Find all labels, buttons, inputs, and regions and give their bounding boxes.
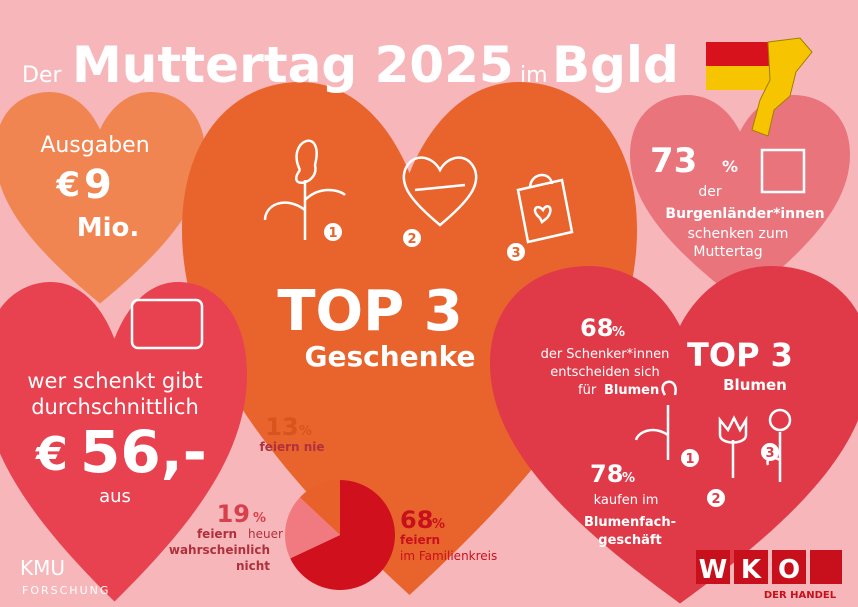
flowers-line: entscheiden sich bbox=[550, 365, 660, 380]
logo: DER HANDEL bbox=[764, 590, 837, 601]
top-gifts-subtitle: Geschenke bbox=[305, 340, 476, 373]
pie-unit: % bbox=[299, 424, 312, 439]
pie-value: 13 bbox=[265, 413, 298, 441]
pie-label: im Familienkreis bbox=[400, 549, 497, 563]
rank-badge bbox=[707, 489, 725, 507]
flowers-unit: % bbox=[612, 325, 625, 340]
average-line: wer schenkt gibt bbox=[27, 369, 202, 393]
rank-badge bbox=[324, 223, 342, 241]
logo-letter: O bbox=[778, 555, 800, 585]
gifting-line: Burgenländer*innen bbox=[665, 206, 824, 222]
average-suffix: aus bbox=[99, 486, 131, 507]
pie-value: 68 bbox=[400, 506, 433, 534]
logo-box bbox=[734, 550, 768, 584]
rank-badge bbox=[507, 243, 525, 261]
pie-unit: % bbox=[253, 511, 266, 526]
title-middle: im bbox=[520, 63, 548, 88]
pie-label: feiern nie bbox=[259, 440, 324, 454]
title-region: Bgld bbox=[552, 36, 679, 94]
pie-label: wahrscheinlich bbox=[169, 543, 270, 557]
average-currency: € bbox=[35, 427, 68, 481]
pie-label: feiern bbox=[197, 527, 237, 541]
pie-slice bbox=[290, 480, 395, 590]
pie-slice bbox=[299, 480, 340, 535]
flag bbox=[706, 66, 772, 90]
title-main: Muttertag 2025 bbox=[72, 36, 514, 94]
flowers-line: der Schenker*innen bbox=[541, 347, 670, 362]
spending-label: Ausgaben bbox=[40, 133, 149, 158]
rank: 2 bbox=[711, 492, 720, 507]
average-amount: 56,- bbox=[80, 418, 207, 486]
gifting-value: 73 bbox=[650, 141, 697, 181]
logo-box bbox=[772, 550, 806, 584]
pie-unit: % bbox=[432, 517, 445, 532]
gifting-line: schenken zum bbox=[688, 226, 789, 242]
wallet-icon bbox=[130, 298, 204, 350]
gifting-unit: % bbox=[722, 157, 738, 176]
pie-label: nicht bbox=[236, 559, 270, 573]
flowers-line: kaufen im bbox=[594, 493, 659, 508]
pie-label: heuer bbox=[248, 527, 283, 541]
logo-letter: W bbox=[699, 555, 728, 585]
rank: 1 bbox=[685, 452, 694, 467]
logo-box bbox=[696, 550, 730, 584]
spending-amount: 9 bbox=[84, 162, 112, 208]
map bbox=[751, 37, 813, 137]
rank: 2 bbox=[407, 232, 416, 247]
flowers-subtitle: Blumen bbox=[723, 376, 787, 394]
gift-icon bbox=[760, 148, 806, 194]
rank: 1 bbox=[328, 226, 337, 241]
pie-value: 19 bbox=[217, 500, 250, 528]
pie-label: feiern bbox=[400, 533, 440, 547]
flowers-share: 68 bbox=[580, 314, 613, 342]
top-gifts-title: TOP 3 bbox=[277, 279, 462, 344]
flower-icons bbox=[634, 380, 792, 482]
pie-slice bbox=[285, 497, 340, 559]
flowers-line: Blumenfach- bbox=[584, 515, 676, 530]
logo: KMU bbox=[20, 556, 65, 580]
flowers-shop: 78 bbox=[590, 460, 623, 488]
spending-unit: Mio. bbox=[77, 213, 140, 243]
average-line: durchschnittlich bbox=[31, 395, 199, 419]
rank: 3 bbox=[765, 446, 774, 461]
gifting-line: der bbox=[698, 184, 722, 200]
title-prefix: Der bbox=[22, 63, 62, 88]
flowers-unit: % bbox=[622, 471, 635, 486]
flowers-line: Blumen bbox=[604, 383, 659, 398]
rank: 3 bbox=[511, 246, 520, 261]
rank-badge bbox=[681, 449, 699, 467]
rank-badge bbox=[761, 443, 779, 461]
flag bbox=[706, 42, 772, 66]
logo-box bbox=[810, 550, 842, 584]
gifting-line: Muttertag bbox=[693, 244, 762, 260]
logo: FORSCHUNG bbox=[22, 584, 110, 597]
logo-letter: K bbox=[741, 555, 762, 585]
spending-currency: € bbox=[55, 165, 80, 205]
flowers-title: TOP 3 bbox=[687, 336, 793, 374]
rank-badge bbox=[403, 229, 421, 247]
flowers-line: für bbox=[578, 383, 597, 398]
flowers-line: geschäft bbox=[598, 533, 661, 548]
gift-icons bbox=[263, 139, 574, 244]
